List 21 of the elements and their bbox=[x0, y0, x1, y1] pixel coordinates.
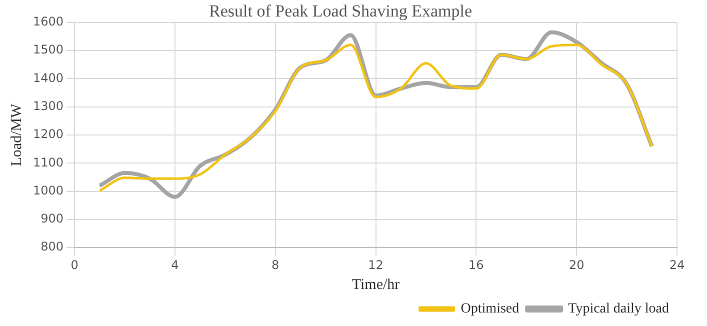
x-tick-label: 24 bbox=[669, 258, 685, 272]
chart-title: Result of Peak Load Shaving Example bbox=[209, 2, 472, 21]
x-tick-label: 20 bbox=[568, 258, 584, 272]
y-tick-label: 800 bbox=[40, 240, 64, 254]
y-tick-label: 900 bbox=[40, 212, 64, 226]
legend-label: Optimised bbox=[460, 302, 520, 317]
x-tick-label: 8 bbox=[272, 258, 280, 272]
y-tick-label: 1300 bbox=[32, 98, 64, 113]
y-tick-label: 1600 bbox=[32, 14, 64, 29]
legend-label: Typical daily load bbox=[568, 302, 670, 317]
y-tick-label: 1000 bbox=[32, 183, 64, 198]
x-tick-label: 4 bbox=[171, 258, 179, 272]
x-tick-label: 16 bbox=[468, 258, 484, 272]
x-axis-title: Time/hr bbox=[352, 276, 400, 293]
y-tick-label: 1500 bbox=[32, 42, 64, 57]
y-tick-label: 1400 bbox=[32, 70, 64, 85]
y-tick-label: 1200 bbox=[32, 127, 64, 142]
x-tick-label: 12 bbox=[368, 258, 384, 272]
x-tick-label: 0 bbox=[70, 258, 78, 272]
y-axis-title: Load/MW bbox=[8, 102, 25, 166]
y-tick-label: 1100 bbox=[32, 155, 64, 170]
